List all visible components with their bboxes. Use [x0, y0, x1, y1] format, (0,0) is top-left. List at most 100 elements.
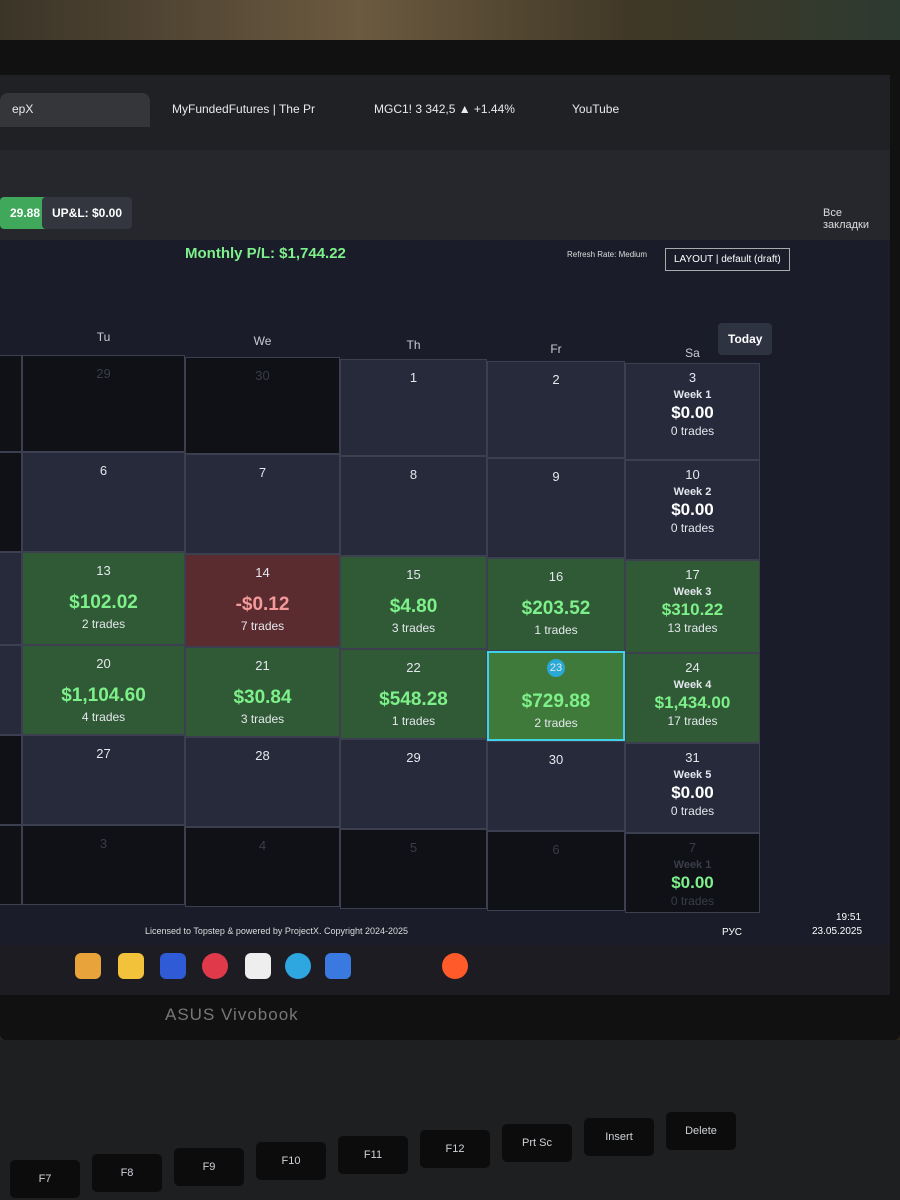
week-summary: 3 Week 1 $0.00 0 trades — [625, 363, 760, 460]
day-cell: 9 — [487, 458, 625, 558]
tab[interactable]: epX — [0, 93, 150, 127]
day-number: 13 — [96, 563, 111, 578]
language[interactable]: РУС — [722, 927, 743, 938]
tab[interactable]: MGC1! 3 342,5 ▲ +1.44% — [374, 102, 515, 116]
week-label: Week 1 — [673, 389, 712, 401]
day-trades: 3 trades — [240, 712, 285, 726]
week-label: Week 2 — [673, 486, 712, 498]
refresh-rate: Refresh Rate: Medium — [567, 250, 648, 259]
tab[interactable]: YouTube — [572, 102, 620, 116]
key[interactable]: F8 — [92, 1154, 162, 1192]
week-pnl: $0.00 — [671, 873, 714, 892]
weekday: Th — [406, 338, 421, 352]
week-trades: 13 trades — [667, 621, 718, 635]
day-pnl: $30.84 — [233, 687, 292, 708]
day-pnl: -$0.12 — [235, 594, 290, 615]
day-number: 23 — [547, 659, 565, 677]
app-icon[interactable] — [442, 953, 468, 979]
day-cell: 27 — [22, 735, 185, 825]
cell — [0, 452, 22, 552]
app-icon[interactable] — [118, 953, 144, 979]
day-number: 14 — [255, 565, 270, 580]
week-summary: 10 Week 2 $0.00 0 trades — [625, 460, 760, 560]
day-cell: 23 $729.88 2 trades — [487, 651, 625, 741]
tab-bar: epX MyFundedFutures | The Pr MGC1! 3 342… — [0, 75, 890, 155]
screen: epX MyFundedFutures | The Pr MGC1! 3 342… — [0, 75, 890, 945]
app-icon[interactable] — [325, 953, 351, 979]
bookmarks[interactable]: Все закладки — [823, 207, 870, 231]
day-number: 7 — [258, 465, 267, 480]
balance-button[interactable]: 29.88 — [0, 197, 51, 229]
brand: ASUS Vivobook — [165, 1005, 299, 1024]
app-icon[interactable] — [75, 953, 101, 979]
day-cell: 15 $4.80 3 trades — [340, 556, 487, 649]
week-label: Week 4 — [673, 679, 712, 691]
day-number: 16 — [548, 569, 564, 584]
week-summary: 17 Week 3 $310.22 13 trades — [625, 560, 760, 653]
week-pnl: $0.00 — [671, 783, 714, 802]
key[interactable]: Delete — [666, 1112, 736, 1150]
app-icon[interactable] — [202, 953, 228, 979]
cell — [0, 645, 22, 735]
day-number: 6 — [99, 463, 108, 478]
app-icon[interactable] — [285, 953, 311, 979]
key[interactable]: F7 — [10, 1160, 80, 1198]
weekday: Fr — [550, 342, 562, 356]
key[interactable]: F9 — [174, 1148, 244, 1186]
day-cell: 30 — [487, 741, 625, 831]
clock-date[interactable]: 23.05.2025 — [812, 926, 863, 937]
day-pnl: $548.28 — [379, 689, 448, 710]
taskbar: РУС 19:51 23.05.2025 — [0, 912, 890, 995]
day-number: 3 — [688, 370, 697, 385]
weekday: We — [253, 334, 272, 348]
day-cell: 21 $30.84 3 trades — [185, 647, 340, 737]
day-cell: 22 $548.28 1 trades — [340, 649, 487, 739]
day-cell: 6 — [487, 831, 625, 911]
key[interactable]: Insert — [584, 1118, 654, 1156]
day-trades: 2 trades — [534, 716, 578, 730]
clock-time[interactable]: 19:51 — [836, 912, 862, 923]
day-cell: 28 — [185, 737, 340, 827]
week-trades: 17 trades — [667, 714, 718, 728]
day-cell: 4 — [185, 827, 340, 907]
day-cell: 29 — [22, 355, 185, 452]
app-icon[interactable] — [160, 953, 186, 979]
week-trades: 0 trades — [670, 424, 715, 438]
day-number: 30 — [255, 368, 270, 383]
upl-button[interactable]: UP&L: $0.00 — [42, 197, 133, 229]
day-number: 8 — [409, 467, 418, 482]
week-trades: 0 trades — [670, 521, 715, 535]
day-number: 27 — [96, 746, 111, 761]
week-pnl: $1,434.00 — [654, 693, 731, 712]
today-button[interactable]: Today — [718, 323, 773, 355]
day-pnl: $1,104.60 — [61, 685, 146, 706]
day-cell: 7 — [185, 454, 340, 554]
day-cell: 16 $203.52 1 trades — [487, 558, 625, 651]
day-trades: 2 trades — [81, 617, 126, 631]
week-trades: 0 trades — [670, 804, 715, 818]
day-number: 29 — [96, 366, 111, 381]
key[interactable]: F11 — [338, 1136, 408, 1174]
day-number: 24 — [685, 660, 700, 675]
key[interactable]: F12 — [420, 1130, 490, 1168]
day-pnl: $102.02 — [69, 592, 138, 613]
week-label: Week 1 — [673, 859, 712, 871]
key[interactable]: Prt Sc — [502, 1124, 572, 1162]
day-cell: 20 $1,104.60 4 trades — [22, 645, 185, 735]
week-summary: 31 Week 5 $0.00 0 trades — [625, 743, 760, 833]
toolbar: 29.88 UP&L: $0.00 Все закладки — [0, 150, 890, 240]
tab[interactable]: MyFundedFutures | The Pr — [172, 102, 315, 116]
day-cell: 5 — [340, 829, 487, 909]
week-pnl: $0.00 — [671, 403, 714, 422]
day-number: 17 — [685, 567, 700, 582]
day-number: 20 — [96, 656, 111, 671]
day-number: 6 — [552, 842, 560, 857]
day-cell: 13 $102.02 2 trades — [22, 552, 185, 645]
app-icon[interactable] — [245, 953, 271, 979]
cell — [0, 355, 22, 452]
week-trades: 0 trades — [670, 894, 715, 908]
key[interactable]: F10 — [256, 1142, 326, 1180]
layout-select[interactable]: LAYOUT | default (draft) — [665, 248, 790, 271]
week-summary: 7 Week 1 $0.00 0 trades — [625, 833, 760, 913]
week-label: Week 5 — [673, 769, 712, 781]
